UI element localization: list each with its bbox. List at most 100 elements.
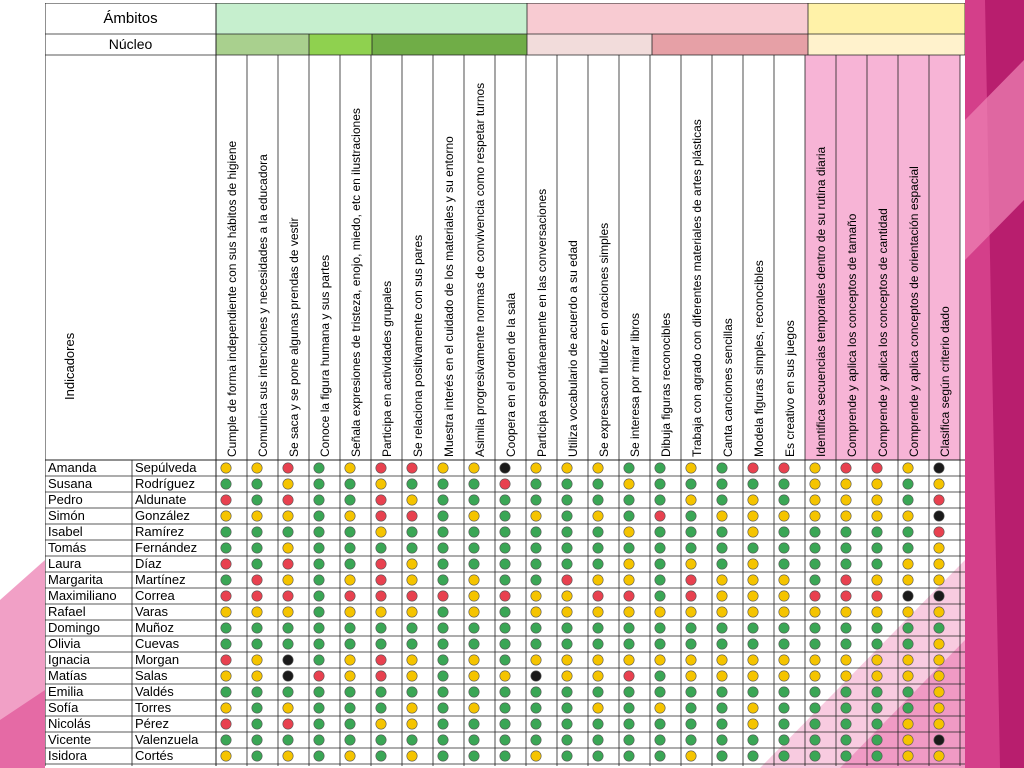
rating-dot <box>902 510 914 522</box>
indicator-label: Se interesa por mirar libros <box>628 312 642 457</box>
student-last-name: Correa <box>135 588 175 603</box>
rating-dot <box>840 702 852 714</box>
rating-dot <box>778 686 790 698</box>
rating-dot <box>592 702 604 714</box>
rating-dot <box>220 542 232 554</box>
rating-dot <box>592 494 604 506</box>
rating-dot <box>313 638 325 650</box>
rating-dot <box>468 718 480 730</box>
rating-dot <box>809 590 821 602</box>
rating-dot <box>747 510 759 522</box>
rating-dot <box>933 558 945 570</box>
rating-dot <box>530 606 542 618</box>
rating-dot <box>375 750 387 762</box>
rating-dot <box>282 750 294 762</box>
rating-dot <box>623 750 635 762</box>
rating-dot <box>840 638 852 650</box>
rating-dot <box>840 542 852 554</box>
rating-dot <box>406 462 418 474</box>
rating-dot <box>220 590 232 602</box>
rating-dot <box>437 654 449 666</box>
rating-dot <box>933 702 945 714</box>
rating-dot <box>809 574 821 586</box>
rating-dot <box>437 734 449 746</box>
rating-dot <box>251 654 263 666</box>
rating-dot <box>282 510 294 522</box>
rating-dot <box>871 654 883 666</box>
rating-dot <box>592 750 604 762</box>
rating-dot <box>654 494 666 506</box>
rating-dot <box>778 734 790 746</box>
rating-dot <box>654 670 666 682</box>
rating-dot <box>499 510 511 522</box>
rating-dot <box>902 478 914 490</box>
rating-dot <box>282 526 294 538</box>
student-last-name: Valdés <box>135 684 174 699</box>
rating-dot <box>313 718 325 730</box>
rating-dot <box>654 718 666 730</box>
rating-dot <box>375 654 387 666</box>
rating-dot <box>499 542 511 554</box>
rating-dot <box>809 750 821 762</box>
rating-dot <box>530 638 542 650</box>
rating-dot <box>685 686 697 698</box>
student-last-name: Rodríguez <box>135 476 195 491</box>
rating-dot <box>437 750 449 762</box>
rating-dot <box>344 558 356 570</box>
rating-dot <box>809 542 821 554</box>
rating-dot <box>902 750 914 762</box>
nucleo-bg <box>652 34 808 55</box>
rating-dot <box>406 526 418 538</box>
rating-dot <box>375 510 387 522</box>
rating-dot <box>220 718 232 730</box>
rating-dot <box>313 558 325 570</box>
rating-dot <box>840 558 852 570</box>
nucleo-bg <box>216 34 309 55</box>
rating-dot <box>530 622 542 634</box>
rating-dot <box>406 510 418 522</box>
rating-dot <box>716 510 728 522</box>
rating-dot <box>561 478 573 490</box>
rating-dot <box>747 478 759 490</box>
rating-dot <box>716 590 728 602</box>
rating-dot <box>716 574 728 586</box>
rating-dot <box>716 702 728 714</box>
rating-dot <box>251 702 263 714</box>
rating-dot <box>933 510 945 522</box>
rating-dot <box>685 558 697 570</box>
rating-dot <box>840 494 852 506</box>
student-first-name: Simón <box>48 508 85 523</box>
rating-dot <box>220 478 232 490</box>
rating-dot <box>406 686 418 698</box>
rating-dot <box>902 686 914 698</box>
rating-dot <box>561 638 573 650</box>
student-last-name: Fernández <box>135 540 198 555</box>
rating-dot <box>251 590 263 602</box>
rating-dot <box>344 622 356 634</box>
student-last-name: González <box>135 508 190 523</box>
rating-dot <box>251 622 263 634</box>
rating-dot <box>902 526 914 538</box>
rating-dot <box>313 686 325 698</box>
rating-dot <box>840 510 852 522</box>
rating-dot <box>437 542 449 554</box>
rating-dot <box>530 526 542 538</box>
indicator-label: Modela figuras simples, reconocibles <box>752 260 766 457</box>
rating-dot <box>902 542 914 554</box>
rating-dot <box>654 526 666 538</box>
rating-dot <box>375 670 387 682</box>
rating-dot <box>623 606 635 618</box>
rating-dot <box>437 526 449 538</box>
student-last-name: Sepúlveda <box>135 460 197 475</box>
rating-dot <box>437 494 449 506</box>
indicator-label: Es creativo en sus juegos <box>783 320 797 457</box>
rating-dot <box>344 510 356 522</box>
rating-dot <box>530 686 542 698</box>
rating-dot <box>871 462 883 474</box>
rating-dot <box>561 734 573 746</box>
rating-dot <box>840 478 852 490</box>
student-first-name: Nicolás <box>48 716 91 731</box>
rating-dot <box>437 510 449 522</box>
rating-dot <box>282 702 294 714</box>
rating-dot <box>654 734 666 746</box>
